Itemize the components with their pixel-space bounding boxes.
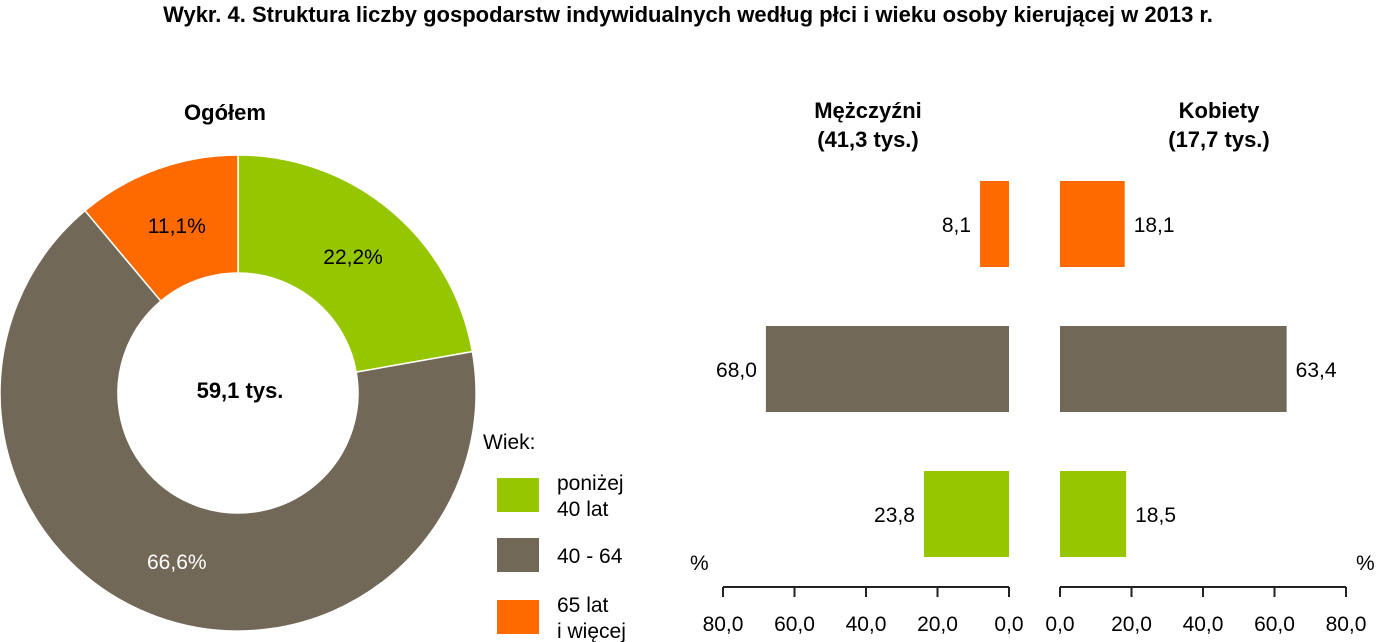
panel-title-line: Mężczyźni [814, 98, 922, 123]
men-bar-chart: 8,1 68,0 23,8 80,0 60,0 40,0 20,0 0,0 [703, 181, 1024, 636]
bar-value-label: 68,0 [716, 359, 757, 382]
x-tick-label: 20,0 [1111, 613, 1152, 636]
legend-label: i więcej [557, 620, 626, 642]
panel-title-line: (17,7 tys.) [1168, 127, 1270, 152]
bar [1060, 181, 1125, 267]
panel-title-line: (41,3 tys.) [817, 127, 919, 152]
x-tick-label: 40,0 [1183, 613, 1224, 636]
bar-value-label: 8,1 [942, 214, 971, 237]
x-tick-label: 0,0 [994, 613, 1023, 636]
legend: poniżej 40 lat 40 - 64 65 lat i więcej [497, 472, 626, 642]
bar [1060, 471, 1127, 557]
panel-title-line: Kobiety [1179, 98, 1260, 123]
donut-slice-label: 22,2% [323, 246, 383, 269]
x-tick-label: 40,0 [846, 613, 887, 636]
legend-swatch [497, 538, 539, 572]
bar-value-label: 63,4 [1296, 359, 1337, 382]
donut-chart: 22,2% 66,6% 11,1% [0, 154, 477, 632]
legend-title: Wiek: [483, 431, 536, 454]
legend-label: 65 lat [557, 594, 609, 617]
x-tick-label: 0,0 [1045, 613, 1074, 636]
bar [980, 181, 1009, 267]
men-panel-title: Mężczyźni (41,3 tys.) [814, 98, 922, 152]
bar [1060, 326, 1287, 412]
donut-slice [237, 154, 474, 374]
x-tick-label: 60,0 [1254, 613, 1295, 636]
x-tick-label: 60,0 [774, 613, 815, 636]
bar [923, 471, 1009, 557]
bar-value-label: 18,1 [1134, 214, 1175, 237]
men-axis-unit: % [690, 552, 709, 575]
donut-center-label: 59,1 tys. [197, 378, 284, 403]
donut-slice [0, 209, 477, 632]
donut-subtitle: Ogółem [184, 100, 266, 125]
bar-value-label: 18,5 [1135, 504, 1176, 527]
legend-label: 40 lat [557, 498, 609, 521]
chart-title: Wykr. 4. Struktura liczby gospodarstw in… [163, 2, 1213, 27]
donut-slice-label: 66,6% [147, 551, 207, 574]
legend-swatch [497, 478, 539, 512]
x-tick-label: 80,0 [703, 613, 744, 636]
donut-slice-label: 11,1% [148, 215, 206, 238]
donut-slice [83, 154, 239, 303]
legend-label: 40 - 64 [557, 545, 623, 568]
bar [765, 326, 1009, 412]
bar-value-label: 23,8 [874, 504, 915, 527]
women-panel-title: Kobiety (17,7 tys.) [1168, 98, 1270, 152]
women-axis-unit: % [1356, 552, 1375, 575]
legend-label: poniżej [557, 472, 624, 495]
women-bar-chart: 18,1 63,4 18,5 0,0 20,0 40,0 60,0 80,0 [1045, 181, 1366, 636]
legend-swatch [497, 600, 539, 634]
x-tick-label: 80,0 [1326, 613, 1367, 636]
x-tick-label: 20,0 [917, 613, 958, 636]
